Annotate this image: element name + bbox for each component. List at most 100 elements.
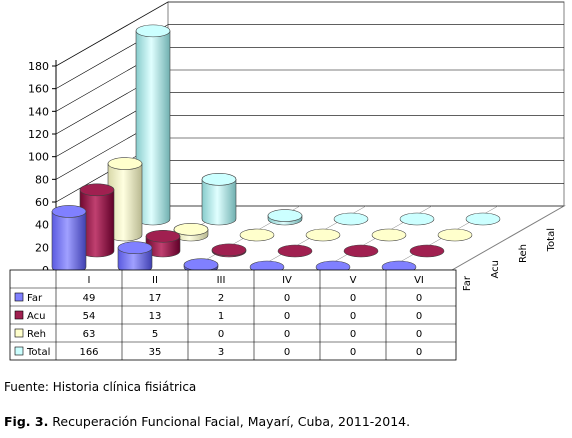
bar-cylinder bbox=[267, 209, 303, 226]
data-table-frame bbox=[9, 269, 457, 361]
bar-cylinder bbox=[79, 183, 115, 258]
bar-cylinder bbox=[437, 228, 473, 242]
data-label: 35 bbox=[149, 347, 162, 358]
bar-top bbox=[145, 229, 181, 243]
bar-cylinder bbox=[239, 228, 275, 242]
data-label: 13 bbox=[149, 311, 162, 322]
data-label: 2 bbox=[218, 293, 224, 304]
y-tick-label: 140 bbox=[28, 105, 49, 118]
gridline bbox=[55, 1, 564, 67]
bar-top bbox=[371, 228, 407, 242]
bar-cylinder bbox=[399, 212, 435, 226]
y-tick-label: 60 bbox=[35, 196, 49, 209]
category-label: VI bbox=[414, 275, 424, 286]
data-label: 3 bbox=[218, 347, 224, 358]
bar-top bbox=[51, 205, 87, 218]
category-label: II bbox=[152, 275, 158, 286]
bar-cylinder bbox=[305, 228, 341, 242]
legend-entry: Far bbox=[27, 293, 43, 304]
bar-top bbox=[239, 228, 275, 242]
data-label: 0 bbox=[284, 293, 290, 304]
bar-top bbox=[277, 244, 313, 258]
y-tick-label: 40 bbox=[35, 219, 49, 232]
bar-cylinder bbox=[173, 223, 209, 242]
bar-cylinder bbox=[117, 241, 153, 274]
bar-top bbox=[117, 241, 153, 255]
bar-body bbox=[51, 211, 87, 274]
data-label: 0 bbox=[416, 293, 422, 304]
bar-cylinder bbox=[135, 24, 171, 226]
bar-top bbox=[135, 24, 171, 38]
data-label: 0 bbox=[284, 311, 290, 322]
category-label: V bbox=[350, 275, 357, 286]
legend-swatch bbox=[14, 328, 24, 338]
bar-top bbox=[333, 212, 369, 226]
data-label: 1 bbox=[218, 311, 224, 322]
bar-body bbox=[201, 179, 237, 226]
figure-caption: Fig. 3. Recuperación Funcional Facial, M… bbox=[4, 414, 410, 429]
y-tick-label: 120 bbox=[28, 128, 49, 141]
bar-cylinder bbox=[333, 212, 369, 226]
bar-top bbox=[211, 243, 247, 257]
bar-cylinder bbox=[343, 244, 379, 258]
bar-top bbox=[107, 157, 143, 170]
bar-cylinder bbox=[371, 228, 407, 242]
data-label: 0 bbox=[218, 329, 224, 340]
legend-entry: Reh bbox=[27, 329, 46, 340]
data-label: 0 bbox=[416, 329, 422, 340]
category-label: I bbox=[88, 275, 91, 286]
y-tick-label: 160 bbox=[28, 83, 49, 96]
data-label: 0 bbox=[350, 293, 356, 304]
data-label: 0 bbox=[284, 347, 290, 358]
bar-cylinder bbox=[211, 243, 247, 258]
chart-svg: 020406080100120140160180FarAcuRehTotal I… bbox=[9, 1, 566, 361]
bar-cylinder bbox=[409, 244, 445, 258]
bar-top bbox=[409, 244, 445, 258]
data-label: 0 bbox=[416, 347, 422, 358]
bar-top bbox=[201, 173, 237, 186]
bar-top bbox=[305, 228, 341, 242]
bar-cylinder bbox=[107, 157, 143, 242]
bar-top bbox=[343, 244, 379, 258]
bar-top bbox=[399, 212, 435, 226]
floor-division bbox=[451, 205, 565, 271]
legend-swatch bbox=[14, 346, 24, 356]
legend-swatch bbox=[14, 310, 24, 320]
figure-label: Fig. 3. bbox=[4, 414, 49, 429]
legend-entry: Total bbox=[26, 347, 50, 358]
data-label: 5 bbox=[152, 329, 158, 340]
bar-cylinder bbox=[145, 229, 181, 258]
depth-axis-label: Reh bbox=[518, 244, 529, 263]
gridline bbox=[55, 24, 564, 89]
figure-text: Recuperación Funcional Facial, Mayarí, C… bbox=[48, 414, 411, 429]
data-label: 0 bbox=[350, 329, 356, 340]
bar-top bbox=[183, 258, 219, 272]
bar-top bbox=[437, 228, 473, 242]
bar-top bbox=[173, 223, 209, 236]
data-label: 166 bbox=[79, 347, 98, 358]
data-label: 63 bbox=[83, 329, 96, 340]
data-label: 54 bbox=[83, 311, 96, 322]
data-label: 17 bbox=[149, 293, 162, 304]
depth-axis-label: Far bbox=[462, 275, 473, 291]
bar-top bbox=[465, 212, 501, 226]
category-label: IV bbox=[282, 275, 292, 286]
legend-entry: Acu bbox=[27, 311, 46, 322]
y-tick-label: 100 bbox=[28, 151, 49, 164]
data-label: 0 bbox=[350, 347, 356, 358]
source-caption: Fuente: Historia clínica fisiátrica bbox=[4, 380, 197, 394]
data-label: 0 bbox=[350, 311, 356, 322]
data-label: 49 bbox=[83, 293, 96, 304]
depth-axis-label: Total bbox=[546, 228, 557, 252]
y-tick-label: 80 bbox=[35, 173, 49, 186]
bar-cylinder bbox=[465, 212, 501, 226]
bar-cylinder bbox=[277, 244, 313, 258]
category-label: III bbox=[217, 275, 226, 286]
bar-cylinder bbox=[201, 173, 237, 226]
bar-top bbox=[79, 183, 115, 197]
data-label: 0 bbox=[416, 311, 422, 322]
y-tick-label: 180 bbox=[28, 60, 49, 73]
bar-top bbox=[267, 209, 303, 222]
data-label: 0 bbox=[284, 329, 290, 340]
chart-area: 020406080100120140160180FarAcuRehTotal I… bbox=[9, 1, 566, 361]
